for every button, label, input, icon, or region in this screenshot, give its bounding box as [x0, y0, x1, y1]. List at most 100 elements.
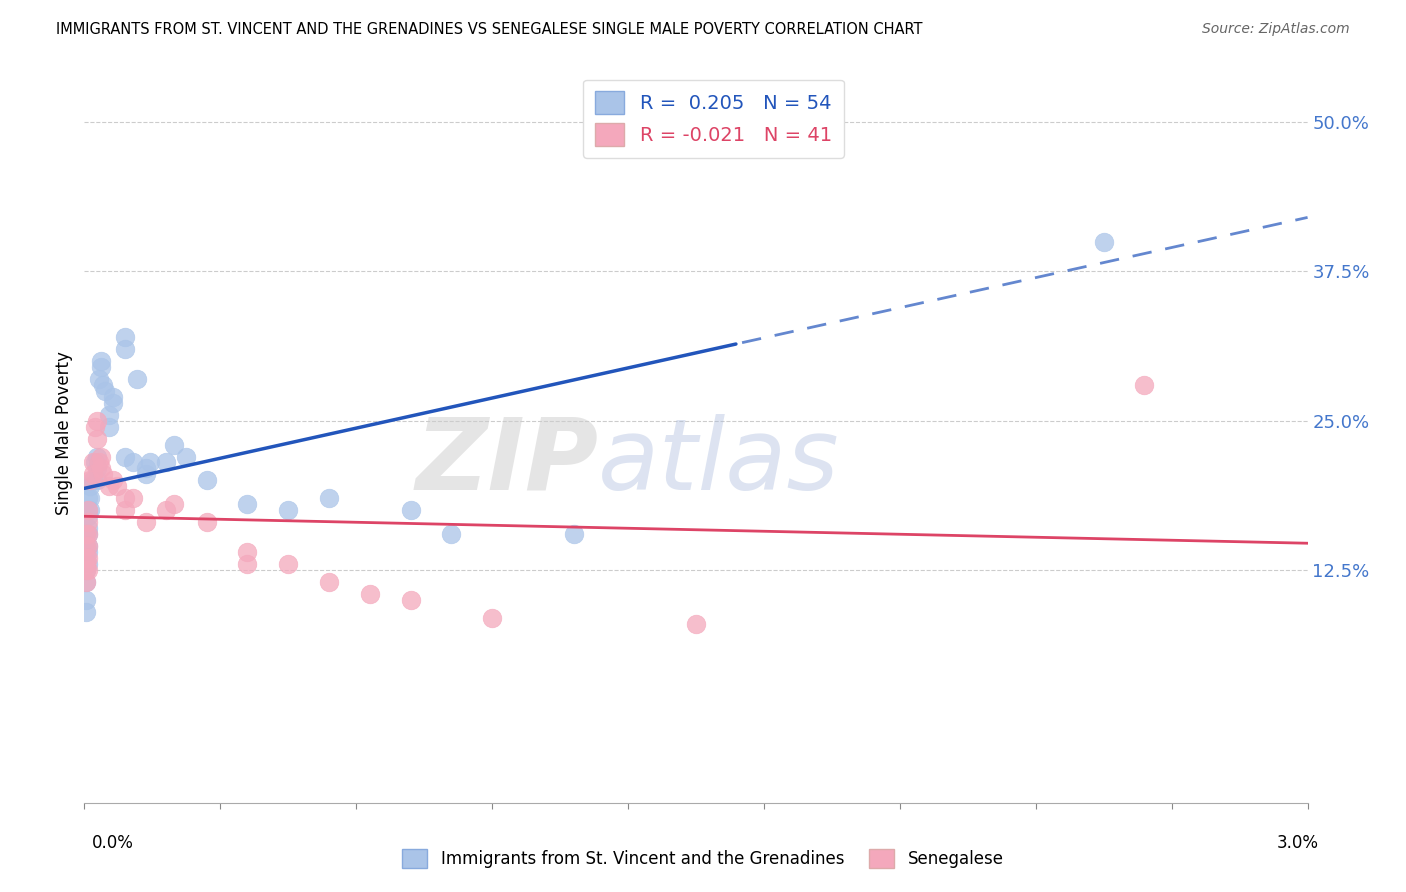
Point: [77, 515, 100, 529]
Point: [87, 455, 110, 469]
Point: [79, 479, 101, 493]
Point: [135, 515, 157, 529]
Point: [195, 515, 218, 529]
Point: [91, 467, 114, 482]
Point: [77, 503, 100, 517]
Point: [399, 503, 422, 517]
Point: [114, 503, 136, 517]
Point: [562, 527, 585, 541]
Point: [75, 539, 97, 553]
Point: [79, 491, 101, 506]
Point: [277, 557, 299, 571]
Point: [114, 330, 136, 344]
Point: [101, 474, 124, 488]
Point: [90, 354, 112, 368]
Point: [114, 450, 136, 464]
Point: [77, 557, 100, 571]
Point: [155, 455, 177, 469]
Point: [77, 539, 100, 553]
Point: [77, 527, 100, 541]
Point: [83, 419, 105, 434]
Point: [75, 592, 97, 607]
Point: [91, 377, 114, 392]
Point: [86, 450, 108, 464]
Point: [97, 419, 120, 434]
Point: [82, 474, 104, 488]
Legend: R =  0.205   N = 54, R = -0.021   N = 41: R = 0.205 N = 54, R = -0.021 N = 41: [583, 79, 844, 158]
Point: [79, 503, 101, 517]
Point: [75, 527, 97, 541]
Point: [1133, 377, 1156, 392]
Point: [101, 396, 124, 410]
Point: [75, 539, 97, 553]
Point: [481, 611, 503, 625]
Point: [86, 432, 108, 446]
Point: [86, 461, 108, 475]
Point: [75, 557, 97, 571]
Point: [122, 491, 145, 506]
Text: IMMIGRANTS FROM ST. VINCENT AND THE GRENADINES VS SENEGALESE SINGLE MALE POVERTY: IMMIGRANTS FROM ST. VINCENT AND THE GREN…: [56, 22, 922, 37]
Point: [155, 503, 177, 517]
Point: [277, 503, 299, 517]
Point: [138, 455, 160, 469]
Point: [75, 574, 97, 589]
Point: [318, 574, 340, 589]
Point: [101, 390, 124, 404]
Point: [127, 372, 149, 386]
Point: [90, 450, 112, 464]
Point: [685, 616, 707, 631]
Point: [77, 509, 100, 524]
Point: [77, 521, 100, 535]
Point: [122, 455, 145, 469]
Legend: Immigrants from St. Vincent and the Grenadines, Senegalese: Immigrants from St. Vincent and the Gren…: [395, 842, 1011, 875]
Point: [77, 527, 100, 541]
Point: [163, 497, 186, 511]
Point: [399, 592, 422, 607]
Point: [195, 474, 218, 488]
Point: [685, 127, 707, 141]
Y-axis label: Single Male Poverty: Single Male Poverty: [55, 351, 73, 515]
Point: [90, 461, 112, 475]
Point: [318, 491, 340, 506]
Point: [97, 479, 120, 493]
Text: 3.0%: 3.0%: [1277, 834, 1319, 852]
Point: [75, 557, 97, 571]
Point: [75, 563, 97, 577]
Text: atlas: atlas: [598, 414, 839, 511]
Point: [93, 384, 117, 398]
Point: [114, 491, 136, 506]
Point: [75, 574, 97, 589]
Point: [79, 474, 101, 488]
Point: [77, 545, 100, 559]
Point: [75, 605, 97, 619]
Point: [236, 545, 259, 559]
Point: [75, 545, 97, 559]
Point: [77, 551, 100, 566]
Point: [75, 551, 97, 566]
Point: [83, 455, 105, 469]
Text: Source: ZipAtlas.com: Source: ZipAtlas.com: [1202, 22, 1350, 37]
Text: 0.0%: 0.0%: [91, 834, 134, 852]
Point: [77, 503, 100, 517]
Point: [75, 527, 97, 541]
Point: [82, 455, 104, 469]
Point: [105, 479, 128, 493]
Point: [1092, 235, 1115, 249]
Point: [97, 408, 120, 422]
Point: [86, 414, 108, 428]
Point: [135, 461, 157, 475]
Point: [87, 372, 110, 386]
Point: [176, 450, 198, 464]
Point: [236, 557, 259, 571]
Point: [163, 437, 186, 451]
Point: [359, 587, 381, 601]
Point: [86, 474, 108, 488]
Point: [77, 491, 100, 506]
Point: [75, 563, 97, 577]
Point: [82, 467, 104, 482]
Point: [135, 467, 157, 482]
Point: [440, 527, 463, 541]
Text: ZIP: ZIP: [415, 414, 598, 511]
Point: [114, 342, 136, 356]
Point: [90, 359, 112, 374]
